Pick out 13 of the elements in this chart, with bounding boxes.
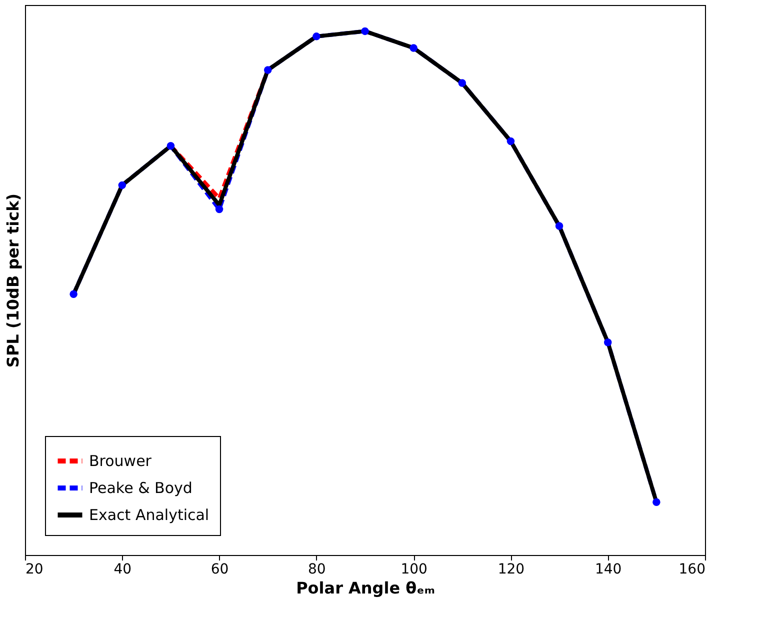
y-axis-title: SPL (10dB per tick): [4, 193, 22, 368]
x-axis-title: Polar Angle θₑₘ: [296, 578, 435, 598]
legend-label: Peake & Boyd: [89, 479, 192, 497]
x-tick-label: 20: [26, 562, 44, 578]
x-tick-label: 40: [114, 562, 132, 578]
legend-label: Exact Analytical: [89, 506, 210, 524]
x-tick-label: 100: [400, 562, 428, 578]
x-tick-label: 140: [594, 562, 622, 578]
x-tick-label: 120: [498, 562, 525, 578]
x-tick-label: 160: [678, 562, 706, 578]
x-tick-label: 60: [210, 562, 229, 578]
x-tick-label: 80: [308, 562, 326, 578]
legend-label: Brouwer: [89, 452, 152, 470]
